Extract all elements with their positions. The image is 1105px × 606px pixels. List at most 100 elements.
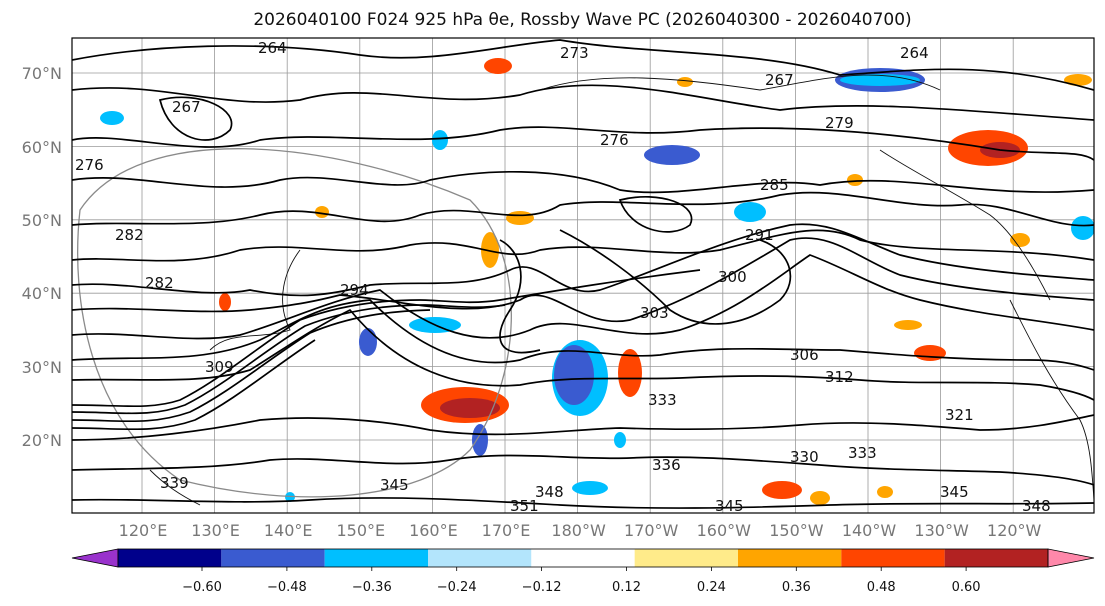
contour-line	[618, 196, 693, 233]
positive-anomaly-patch	[877, 486, 893, 498]
colorbar-tick-label: −0.24	[437, 580, 477, 595]
positive-anomaly-patch	[315, 206, 329, 218]
contour-label: 306	[790, 346, 819, 364]
contour-label: 333	[648, 391, 677, 409]
contour-line	[499, 239, 541, 354]
contour-label: 321	[945, 406, 974, 424]
colorbar-bin	[324, 549, 428, 567]
lat-label-50n: 50°N	[22, 211, 62, 230]
lon-label: 160°W	[697, 521, 752, 540]
lon-label: 160°E	[409, 521, 458, 540]
negative-anomaly-patch	[734, 202, 766, 222]
colorbar-tick-label: 0.36	[782, 580, 811, 595]
contour-line	[72, 126, 1094, 161]
positive-anomaly-patch	[484, 58, 512, 74]
contour-line	[72, 237, 1094, 323]
coastline	[1009, 299, 1094, 501]
colorbar-tick-label: −0.60	[182, 580, 222, 595]
contour-line	[72, 339, 316, 431]
contour-line	[72, 223, 1094, 297]
contour-label: 348	[1022, 497, 1051, 515]
lon-label: 140°E	[264, 521, 313, 540]
contour-labels: 264 267 273 264 267 279 276 276 285 282 …	[75, 39, 1051, 515]
coastline	[539, 74, 941, 91]
contour-label: 264	[900, 44, 929, 62]
map-title: 2026040100 F024 925 hPa θe, Rossby Wave …	[253, 10, 912, 30]
contour-label: 312	[825, 368, 854, 386]
coastline	[879, 149, 1051, 301]
positive-anomaly-patch	[440, 398, 500, 418]
colorbar-extend-low	[71, 548, 119, 568]
contour-line	[72, 304, 506, 415]
contour-label: 291	[745, 226, 774, 244]
positive-anomaly-patch	[618, 349, 642, 397]
lon-label: 170°W	[624, 521, 679, 540]
positive-anomaly-patch	[219, 293, 231, 311]
contour-label: 330	[790, 448, 819, 466]
positive-anomaly-patch	[847, 174, 863, 186]
contour-line	[559, 229, 792, 325]
contour-label: 333	[848, 444, 877, 462]
contour-label: 339	[160, 474, 189, 492]
positive-anomaly-patch	[1010, 233, 1030, 247]
lat-label-70n: 70°N	[22, 64, 62, 83]
lon-label: 150°W	[769, 521, 824, 540]
contour-label: 348	[535, 483, 564, 501]
colorbar-bin	[841, 549, 945, 567]
contour-label: 336	[652, 456, 681, 474]
colorbar: −0.60 −0.48 −0.36 −0.24 −0.12 0.12 0.24 0.36 0.4…	[71, 548, 1095, 595]
lon-label: 130°E	[191, 521, 240, 540]
positive-anomaly-patch	[506, 211, 534, 225]
colorbar-bin	[531, 549, 635, 567]
contour-label: 276	[600, 131, 629, 149]
wave-region-outline	[77, 148, 512, 498]
lon-label: 120°E	[119, 521, 168, 540]
negative-anomaly-patch	[432, 130, 448, 150]
contour-label: 345	[380, 476, 409, 494]
lon-label: 150°E	[336, 521, 385, 540]
positive-anomaly-patch	[894, 320, 922, 330]
negative-anomaly-patch	[572, 481, 608, 495]
contour-label: 267	[172, 98, 201, 116]
contour-label: 285	[760, 176, 789, 194]
negative-anomaly-patch	[840, 74, 920, 86]
colorbar-bin	[221, 549, 325, 567]
contour-line	[72, 254, 1094, 340]
colorbar-tick-label: 0.48	[867, 580, 896, 595]
contour-line	[72, 299, 1094, 371]
colorbar-tick-label: −0.36	[352, 580, 392, 595]
contour-line	[72, 308, 1094, 401]
contour-line	[72, 84, 1094, 121]
contour-label: 294	[340, 281, 369, 299]
contour-label: 282	[115, 226, 144, 244]
contour-label: 300	[718, 268, 747, 286]
lon-label: 130°W	[914, 521, 969, 540]
longitude-labels: 120°E 130°E 140°E 150°E 160°E 170°E 180°W 170°W…	[119, 521, 1042, 540]
negative-anomaly-patch	[554, 345, 594, 405]
positive-anomaly-patch	[914, 345, 946, 361]
contour-line	[72, 497, 1094, 509]
negative-anomaly-patch	[472, 424, 488, 456]
coastline	[209, 249, 301, 351]
negative-anomaly-patch	[100, 111, 124, 125]
lat-label-40n: 40°N	[22, 284, 62, 303]
contour-line	[72, 269, 701, 408]
positive-anomaly-patch	[677, 77, 693, 87]
colorbar-extend-high	[1047, 548, 1095, 568]
contour-label: 303	[640, 304, 669, 322]
colorbar-ticks: −0.60 −0.48 −0.36 −0.24 −0.12 0.12 0.24 0.36 0.4…	[182, 567, 981, 595]
contour-label: 345	[940, 483, 969, 501]
lat-label-30n: 30°N	[22, 358, 62, 377]
coastlines	[149, 74, 1094, 506]
positive-anomaly-patch	[762, 481, 802, 499]
colorbar-bin	[428, 549, 532, 567]
colorbar-bin	[944, 549, 1048, 567]
positive-anomaly-patch	[481, 232, 499, 268]
colorbar-segments	[71, 548, 1095, 568]
contour-label: 273	[560, 44, 589, 62]
negative-anomaly-patch	[644, 145, 700, 165]
lat-label-20n: 20°N	[22, 431, 62, 450]
contour-label: 345	[715, 497, 744, 515]
colorbar-tick-label: 0.24	[697, 580, 726, 595]
